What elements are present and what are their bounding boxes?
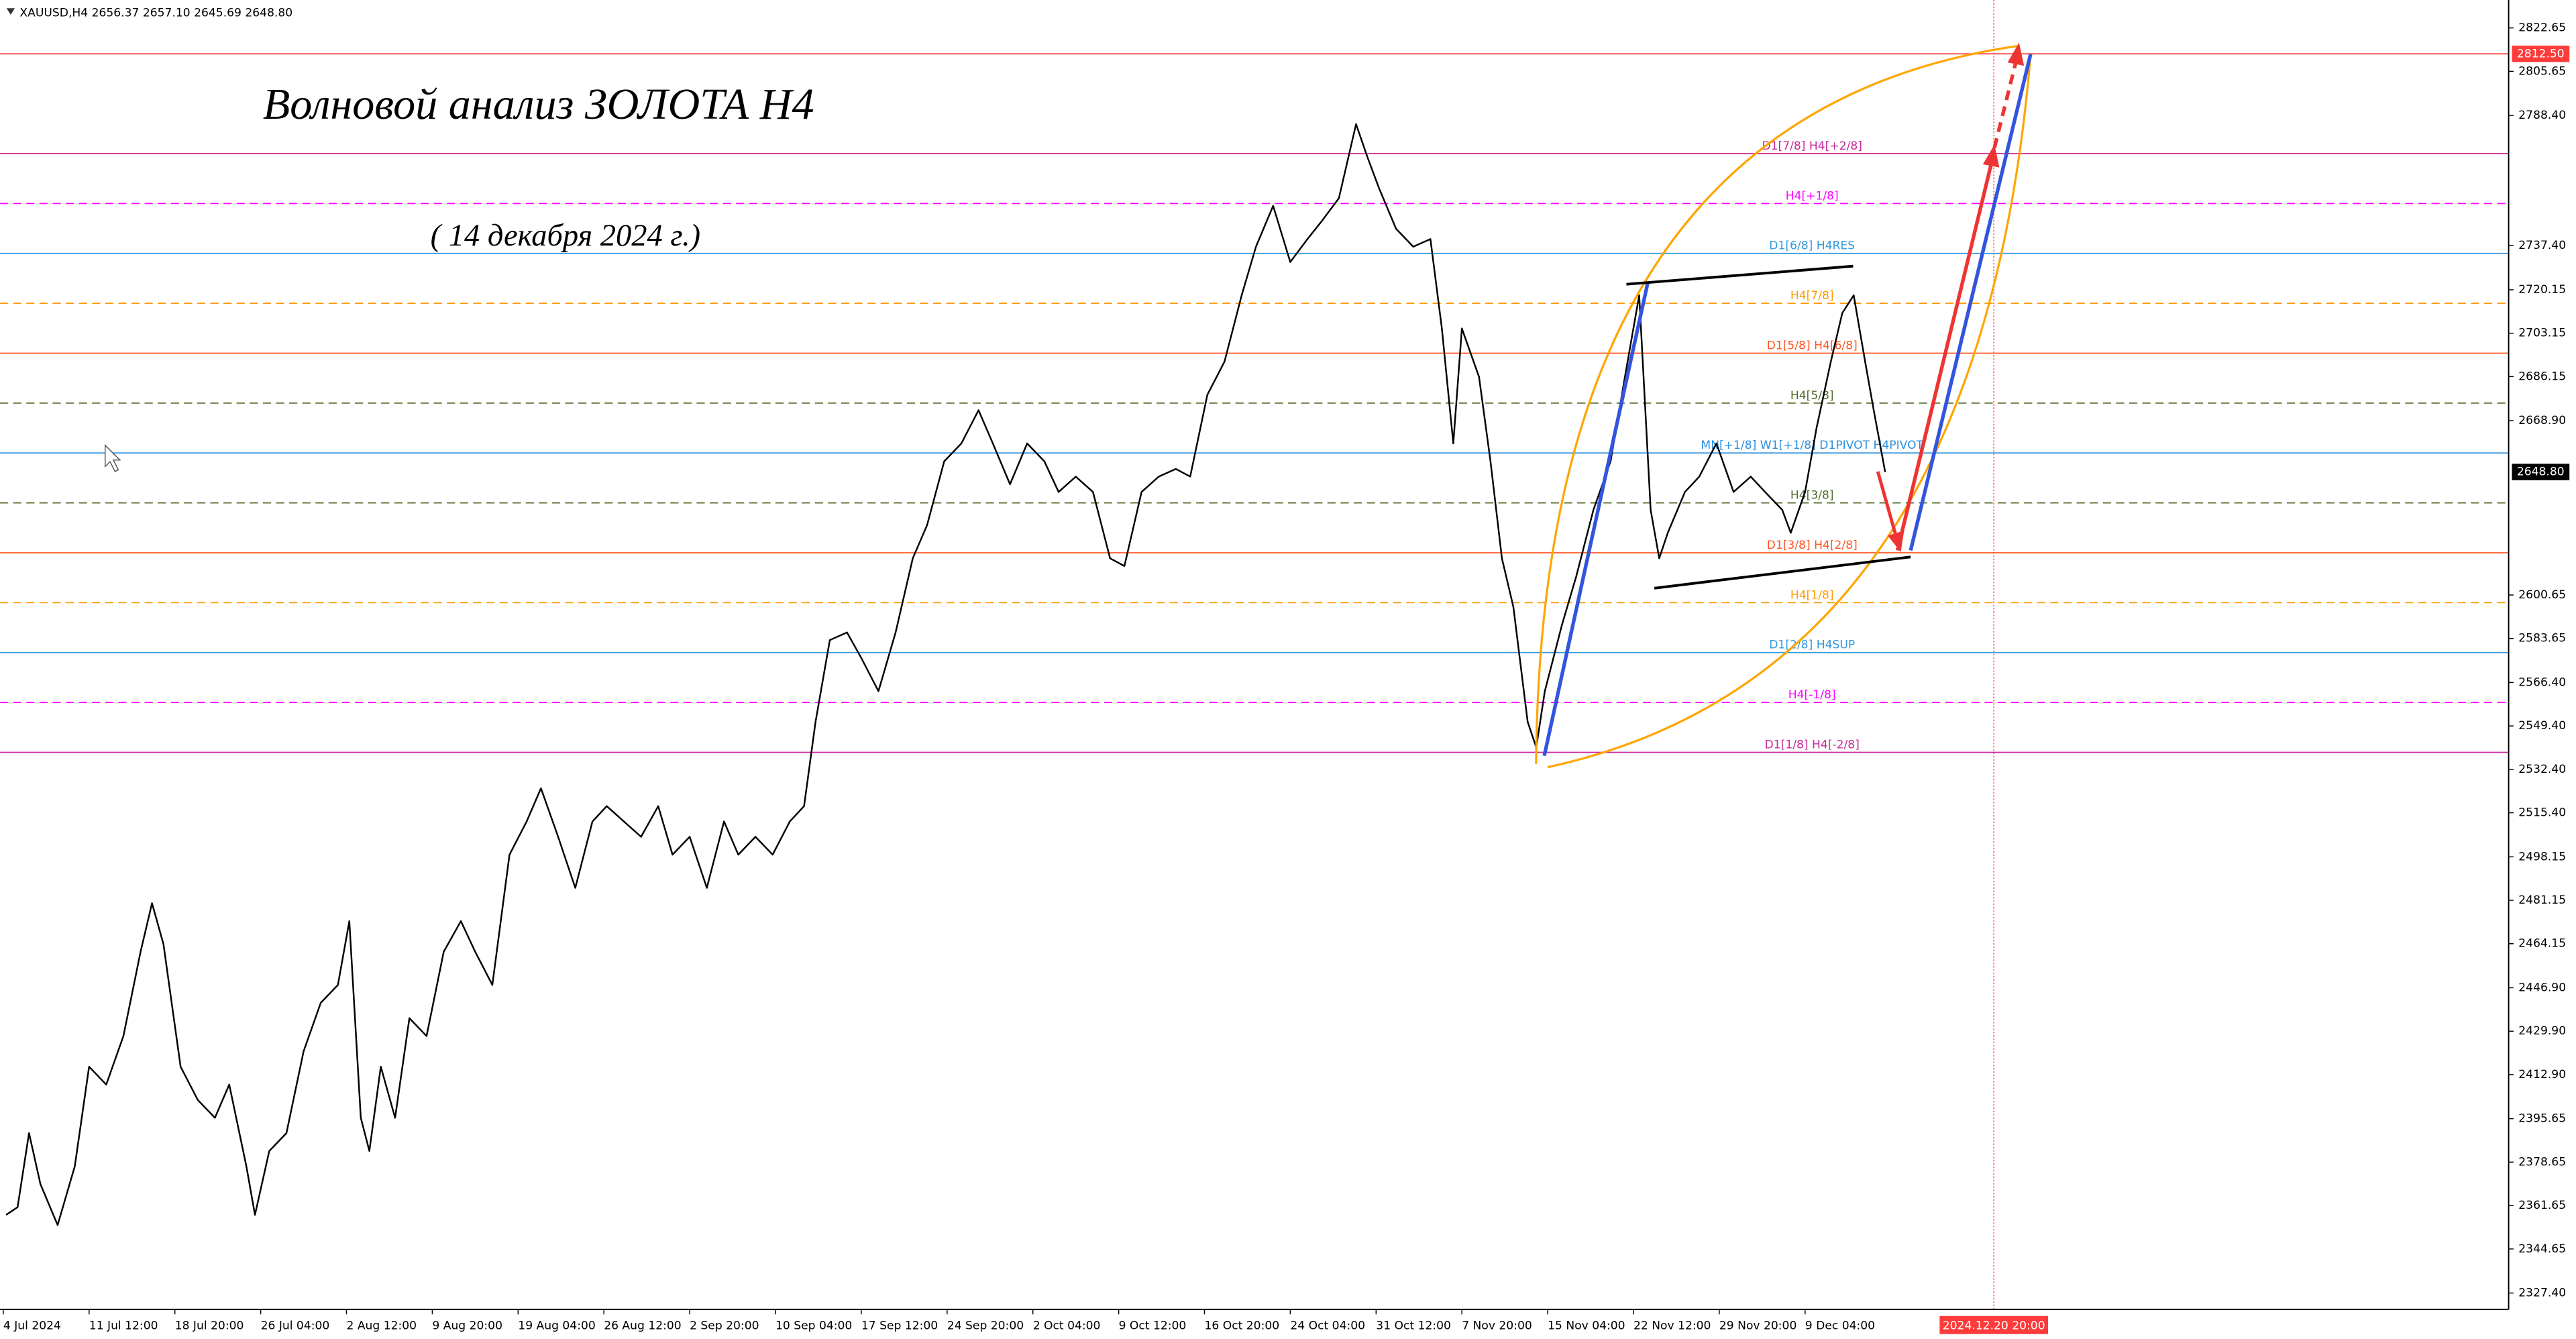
level-label: D1[1/8] H4[-2/8] bbox=[1765, 738, 1860, 751]
y-tick-label: 2600.65 bbox=[2518, 588, 2566, 602]
level-label: D1[7/8] H4[+2/8] bbox=[1762, 140, 1862, 153]
y-tick-label: 2327.40 bbox=[2518, 1286, 2566, 1299]
price-line bbox=[5, 123, 1886, 1226]
x-tick-label: 16 Oct 20:00 bbox=[1205, 1319, 1280, 1332]
arrow-head bbox=[2007, 42, 2025, 66]
cursor-time-label: 2024.12.20 20:00 bbox=[1943, 1319, 2045, 1332]
x-tick-label: 19 Aug 04:00 bbox=[518, 1319, 595, 1332]
x-tick-label: 9 Oct 12:00 bbox=[1119, 1319, 1187, 1332]
x-tick-label: 24 Oct 04:00 bbox=[1290, 1319, 1365, 1332]
cursor-time-box bbox=[1939, 1316, 2049, 1334]
mouse-cursor bbox=[105, 443, 121, 472]
x-tick-label: 9 Aug 20:00 bbox=[432, 1319, 502, 1332]
level-label: D1[6/8] H4RES bbox=[1769, 239, 1855, 253]
arrow-head bbox=[1982, 144, 2000, 168]
wave-line bbox=[1909, 54, 2033, 551]
y-tick-label: 2464.15 bbox=[2518, 937, 2566, 951]
x-tick-label: 9 Dec 04:00 bbox=[1805, 1319, 1875, 1332]
arrow-line bbox=[1895, 164, 1993, 551]
symbol-header: XAUUSD,H4 2656.37 2657.10 2645.69 2648.8… bbox=[19, 7, 292, 20]
y-tick-label: 2566.40 bbox=[2518, 676, 2566, 689]
y-tick-label: 2583.65 bbox=[2518, 632, 2566, 645]
x-tick-label: 24 Sep 20:00 bbox=[947, 1319, 1024, 1332]
x-tick-label: 4 Jul 2024 bbox=[3, 1319, 61, 1332]
x-tick-label: 7 Nov 20:00 bbox=[1462, 1319, 1532, 1332]
x-tick-label: 29 Nov 20:00 bbox=[1719, 1319, 1796, 1332]
y-tick-label: 2344.65 bbox=[2518, 1242, 2566, 1256]
y-tick-label: 2515.40 bbox=[2518, 806, 2566, 820]
channel-line bbox=[1626, 264, 1854, 286]
y-tick-label: 2429.90 bbox=[2518, 1024, 2566, 1038]
y-tick-label: 2412.90 bbox=[2518, 1068, 2566, 1081]
x-tick-label: 11 Jul 12:00 bbox=[89, 1319, 158, 1332]
level-label: H4[7/8] bbox=[1790, 289, 1834, 303]
axis-labels: 2822.65 2805.65 2788.40 2737.40 2720.15 2703.… bbox=[3, 21, 2570, 1334]
level-label: H4[-1/8] bbox=[1788, 688, 1836, 702]
arrow-line bbox=[1992, 62, 2018, 149]
last-price-box bbox=[2512, 464, 2570, 480]
x-tick-label: 22 Nov 12:00 bbox=[1633, 1319, 1711, 1332]
level-label: D1[2/8] H4SUP bbox=[1769, 639, 1855, 652]
y-tick-label: 2481.15 bbox=[2518, 894, 2566, 907]
orange-curve bbox=[1535, 44, 2018, 764]
y-tick-label: 2549.40 bbox=[2518, 719, 2566, 733]
x-tick-label: 31 Oct 12:00 bbox=[1376, 1319, 1451, 1332]
level-label: H4[+1/8] bbox=[1786, 189, 1839, 203]
chart-subtitle: ( 14 декабря 2024 г.) bbox=[431, 219, 700, 253]
arrow-line bbox=[1876, 471, 1898, 537]
level-label: H4[3/8] bbox=[1790, 489, 1834, 502]
plot bbox=[5, 123, 1886, 1226]
channel-line bbox=[1654, 555, 1911, 590]
y-tick-label: 2361.65 bbox=[2518, 1199, 2566, 1212]
x-tick-label: 2 Aug 12:00 bbox=[346, 1319, 417, 1332]
chart-title: Волновой анализ ЗОЛОТА H4 bbox=[263, 80, 814, 129]
header-arrow bbox=[6, 8, 15, 15]
y-tick-label: 2737.40 bbox=[2518, 239, 2566, 252]
level-label: H4[5/8] bbox=[1790, 389, 1834, 403]
level-label: H4[1/8] bbox=[1790, 588, 1834, 602]
y-tick-label: 2822.65 bbox=[2518, 21, 2566, 35]
x-tick-label: 2 Sep 20:00 bbox=[690, 1319, 759, 1332]
y-tick-label: 2395.65 bbox=[2518, 1112, 2566, 1126]
y-tick-label: 2668.90 bbox=[2518, 414, 2566, 427]
level-label: D1[3/8] H4[2/8] bbox=[1767, 539, 1858, 552]
x-tick-label: 26 Aug 12:00 bbox=[604, 1319, 681, 1332]
last-price-label: 2648.80 bbox=[2517, 466, 2565, 479]
y-tick-label: 2446.90 bbox=[2518, 981, 2566, 994]
x-tick-label: 15 Nov 04:00 bbox=[1548, 1319, 1625, 1332]
y-tick-label: 2788.40 bbox=[2518, 109, 2566, 122]
y-tick-label: 2378.65 bbox=[2518, 1155, 2566, 1169]
y-tick-label: 2686.15 bbox=[2518, 370, 2566, 383]
y-tick-label: 2805.65 bbox=[2518, 64, 2566, 78]
level-label: D1[5/8] H4[6/8] bbox=[1767, 339, 1858, 352]
wave-line bbox=[1542, 282, 1650, 757]
level-label: MN[+1/8] W1[+1/8] D1PIVOT H4PIVOT bbox=[1701, 439, 1923, 452]
x-tick-label: 26 Jul 04:00 bbox=[261, 1319, 330, 1332]
y-tick-label: 2720.15 bbox=[2518, 283, 2566, 297]
x-tick-label: 10 Sep 04:00 bbox=[775, 1319, 852, 1332]
y-tick-label: 2532.40 bbox=[2518, 763, 2566, 776]
y-tick-label: 2703.15 bbox=[2518, 327, 2566, 340]
level-price-box bbox=[2512, 46, 2570, 62]
y-tick-label: 2498.15 bbox=[2518, 850, 2566, 863]
level-price-label: 2812.50 bbox=[2517, 47, 2565, 60]
x-tick-label: 17 Sep 12:00 bbox=[861, 1319, 938, 1332]
annotations bbox=[105, 42, 2033, 769]
orange-curve bbox=[1547, 54, 2032, 769]
x-tick-label: 2 Oct 04:00 bbox=[1033, 1319, 1101, 1332]
x-tick-label: 18 Jul 20:00 bbox=[175, 1319, 244, 1332]
